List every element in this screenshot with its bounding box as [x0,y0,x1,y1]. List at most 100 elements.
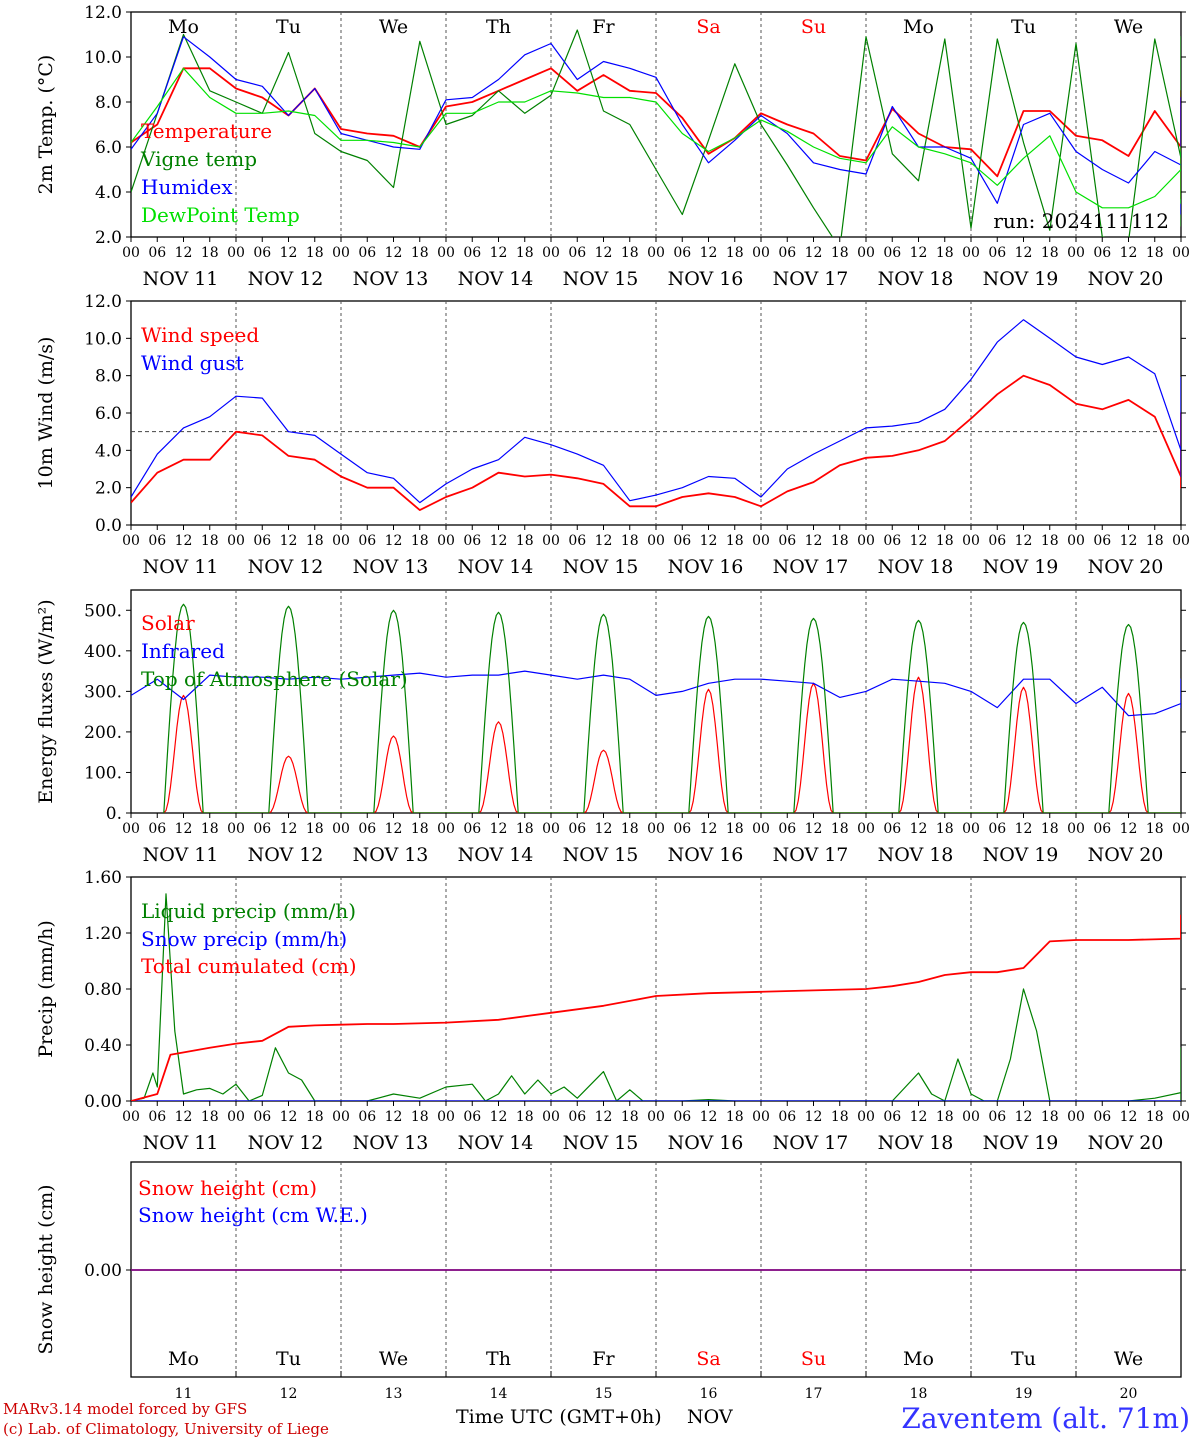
hour-tick-label: 18 [936,1109,954,1125]
date-label: NOV 20 [1088,1132,1164,1154]
date-label: NOV 14 [458,268,534,290]
hour-tick-label: 18 [831,821,849,837]
legend-entry: DewPoint Temp [141,203,300,227]
hour-tick-label: 06 [988,1109,1006,1125]
day-number-label: 18 [910,1386,928,1402]
hour-tick-label: 12 [280,533,298,549]
hour-tick-label: 18 [726,245,744,261]
hour-tick-label: 06 [883,821,901,837]
weekday-label: Sa [696,16,720,38]
hour-tick-label: 00 [1172,1109,1190,1125]
hour-tick-label: 00 [647,533,665,549]
hour-tick-label: 06 [358,1109,376,1125]
hour-tick-label: 18 [726,533,744,549]
hour-tick-label: 00 [437,245,455,261]
hour-tick-label: 00 [962,821,980,837]
hour-tick-label: 12 [700,1109,718,1125]
date-label: NOV 14 [458,1132,534,1154]
hour-tick-label: 00 [122,245,140,261]
hour-tick-label: 06 [148,821,166,837]
hour-tick-label: 00 [227,533,245,549]
hour-tick-label: 12 [805,245,823,261]
y-tick-label: 500. [84,601,122,621]
hour-tick-label: 12 [280,1109,298,1125]
hour-tick-label: 12 [490,245,508,261]
y-tick-label: 0.00 [84,1092,122,1112]
station-name: Zaventem (alt. 71m) [901,1402,1190,1435]
hour-tick-label: 12 [490,1109,508,1125]
hour-tick-label: 00 [1067,245,1085,261]
hour-tick-label: 00 [1172,245,1190,261]
date-label: NOV 16 [668,556,744,578]
series-line-wind-gust [131,319,1181,504]
date-label: NOV 17 [773,268,849,290]
date-label: NOV 17 [773,844,849,866]
date-label: NOV 11 [143,268,219,290]
hour-tick-label: 18 [621,821,639,837]
hour-tick-label: 00 [122,821,140,837]
hour-tick-label: 06 [253,821,271,837]
hour-tick-label: 00 [1172,821,1190,837]
date-label: NOV 13 [353,844,429,866]
date-label: NOV 15 [563,268,639,290]
date-label: NOV 18 [878,844,954,866]
y-tick-label: 1.20 [84,924,122,944]
hour-tick-label: 06 [988,821,1006,837]
legend-entry: Temperature [141,119,272,143]
hour-tick-label: 06 [1093,533,1111,549]
series-line-vigne-temp [131,29,1181,237]
legend-entry: Snow precip (mm/h) [141,927,347,951]
day-number-label: 15 [595,1386,613,1402]
date-label: NOV 19 [983,268,1059,290]
legend-entry: Infrared [141,639,225,663]
y-tick-label: 0. [106,804,122,824]
legend-entry: Wind gust [141,351,244,375]
day-number-label: 13 [385,1386,403,1402]
date-label: NOV 19 [983,1132,1059,1154]
legend-entry: Humidex [141,175,233,199]
series-line-total-cumulated-cm- [131,914,1181,1101]
series-line-solar [163,676,1181,813]
hour-tick-label: 00 [437,821,455,837]
hour-tick-label: 18 [201,821,219,837]
hour-tick-label: 06 [673,821,691,837]
panel-4: 0.00 0.40 0.80 1.20 1.60 Precip (mm/h) 00 06 12 1… [35,868,1190,1154]
month-label: NOV [687,1406,733,1428]
hour-tick-label: 18 [411,533,429,549]
weekday-label: Tu [276,1348,301,1370]
y-tick-label: 8.0 [95,93,122,113]
legend-entry: Total cumulated (cm) [141,954,357,978]
date-label: NOV 15 [563,556,639,578]
hour-tick-label: 18 [201,245,219,261]
date-label: NOV 15 [563,844,639,866]
hour-tick-label: 06 [988,245,1006,261]
hour-tick-label: 00 [332,1109,350,1125]
hour-tick-label: 18 [1041,821,1059,837]
hour-tick-label: 06 [253,1109,271,1125]
hour-tick-label: 12 [1015,245,1033,261]
date-label: NOV 18 [878,1132,954,1154]
hour-tick-label: 12 [805,533,823,549]
hour-tick-label: 06 [1093,821,1111,837]
hour-tick-label: 18 [1146,245,1164,261]
y-tick-label: 2.0 [95,479,122,499]
hour-tick-label: 12 [805,821,823,837]
hour-tick-label: 12 [1120,1109,1138,1125]
hour-tick-label: 00 [752,821,770,837]
hour-tick-label: 18 [831,533,849,549]
hour-tick-label: 00 [122,533,140,549]
legend-entry: Vigne temp [140,147,257,171]
hour-tick-label: 18 [621,1109,639,1125]
hour-tick-label: 00 [752,245,770,261]
hour-tick-label: 00 [542,245,560,261]
hour-tick-label: 12 [1015,1109,1033,1125]
hour-tick-label: 00 [1067,1109,1085,1125]
hour-tick-label: 00 [542,821,560,837]
date-label: NOV 11 [143,1132,219,1154]
hour-tick-label: 18 [306,821,324,837]
y-tick-label: 6.0 [95,138,122,158]
weekday-label: Su [801,1348,826,1370]
date-label: NOV 14 [458,844,534,866]
date-label: NOV 17 [773,556,849,578]
